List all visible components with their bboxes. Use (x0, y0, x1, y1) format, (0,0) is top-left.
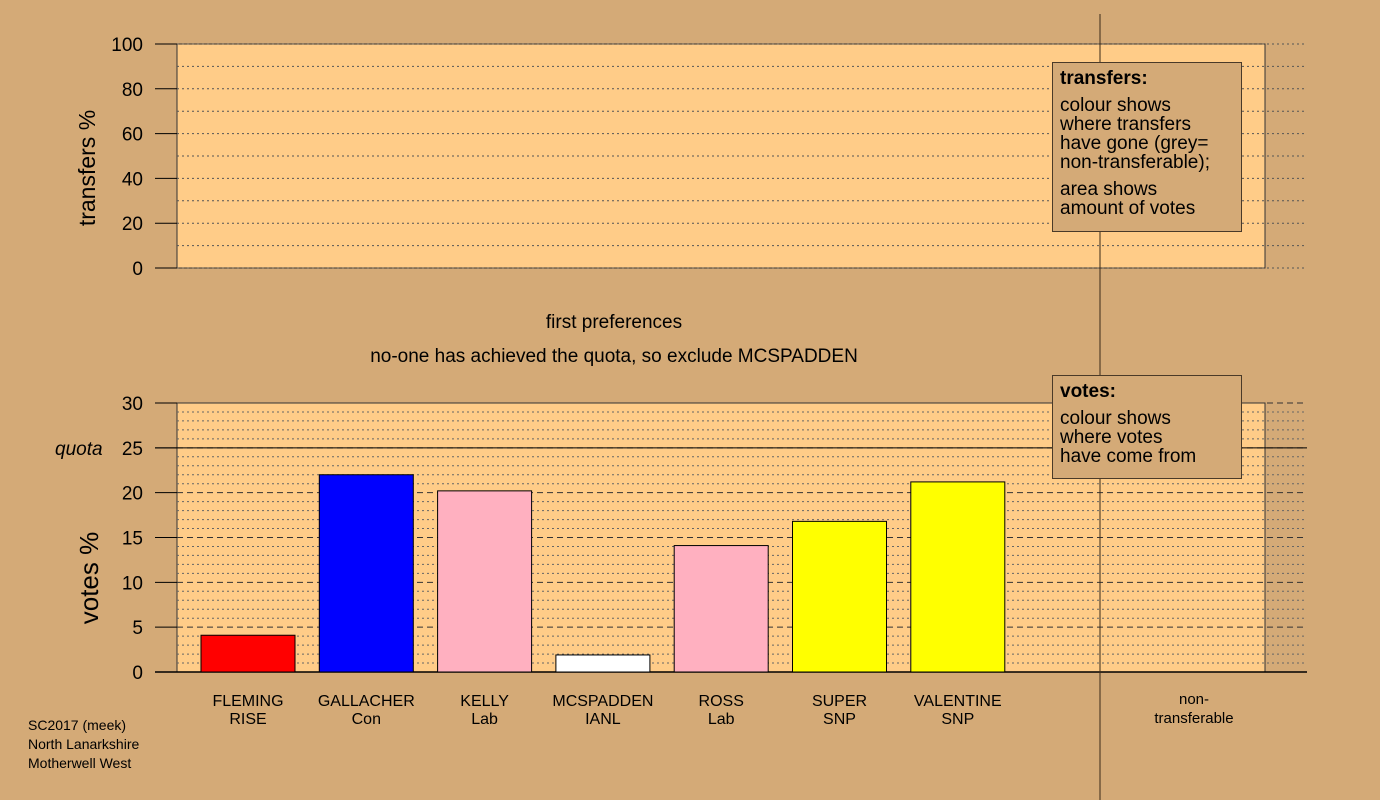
candidate-name: MCSPADDEN (552, 693, 653, 710)
quota-label: quota (55, 439, 103, 460)
candidate-name: FLEMING (212, 693, 283, 710)
vote-bar (673, 545, 769, 673)
stage-text: first preferences (546, 312, 682, 333)
transfers-y-tick-label: 20 (122, 214, 143, 235)
vote-bar (910, 481, 1006, 673)
candidate-name: SUPER (812, 693, 867, 710)
candidate-party: SNP (823, 711, 856, 728)
votes-y-tick-label: 15 (122, 529, 143, 550)
transfers-y-tick-label: 100 (111, 35, 143, 56)
votes-legend-text: colour shows where votes have come from (1060, 408, 1197, 467)
non-transferable-label-1: non- (1179, 691, 1209, 708)
transfers-legend-area-text: area shows amount of votes (1060, 179, 1196, 219)
candidate-party: IANL (585, 711, 621, 728)
footer-line-2: North Lanarkshire (28, 736, 140, 752)
votes-legend: votes: colour shows where votes have com… (1052, 375, 1242, 479)
votes-y-tick-label: 10 (122, 573, 143, 594)
votes-y-tick-label: 0 (132, 663, 143, 684)
vote-bar (555, 654, 651, 673)
transfers-legend-colour-text: colour shows where transfers have gone (… (1060, 95, 1210, 173)
transfers-legend-title: transfers: (1060, 68, 1148, 89)
votes-y-tick-label: 25 (122, 439, 143, 460)
candidate-name: KELLY (460, 693, 509, 710)
vote-bar (792, 520, 887, 673)
footer: SC2017 (meek) North Lanarkshire Motherwe… (28, 716, 139, 773)
vote-bar (437, 490, 533, 673)
candidate-party: SNP (941, 711, 974, 728)
votes-y-axis-label: votes % (74, 532, 104, 625)
transfers-y-tick-label: 60 (122, 125, 143, 146)
votes-y-tick-label: 20 (122, 484, 143, 505)
votes-y-tick-label: 30 (122, 394, 143, 415)
transfers-y-axis-label: transfers % (74, 110, 100, 226)
transfers-legend: transfers: colour shows where transfers … (1052, 62, 1242, 232)
transfers-y-tick-label: 0 (132, 259, 143, 280)
vote-bar (200, 634, 296, 673)
candidate-party: Lab (708, 711, 735, 728)
transfers-y-tick-label: 40 (122, 169, 143, 190)
vote-bar (318, 474, 414, 673)
votes-y-tick-label: 5 (132, 618, 143, 639)
candidate-name: GALLACHER (318, 693, 415, 710)
footer-line-3: Motherwell West (28, 755, 132, 771)
candidate-name: VALENTINE (914, 693, 1002, 710)
candidate-party: Lab (471, 711, 498, 728)
exclusion-text: no-one has achieved the quota, so exclud… (370, 346, 858, 367)
votes-legend-title: votes: (1060, 381, 1116, 402)
footer-line-1: SC2017 (meek) (28, 717, 127, 733)
candidate-name: ROSS (699, 693, 744, 710)
non-transferable-label-2: transferable (1154, 710, 1233, 727)
candidate-party: RISE (229, 711, 266, 728)
transfers-y-tick-label: 80 (122, 80, 143, 101)
candidate-party: Con (352, 711, 381, 728)
